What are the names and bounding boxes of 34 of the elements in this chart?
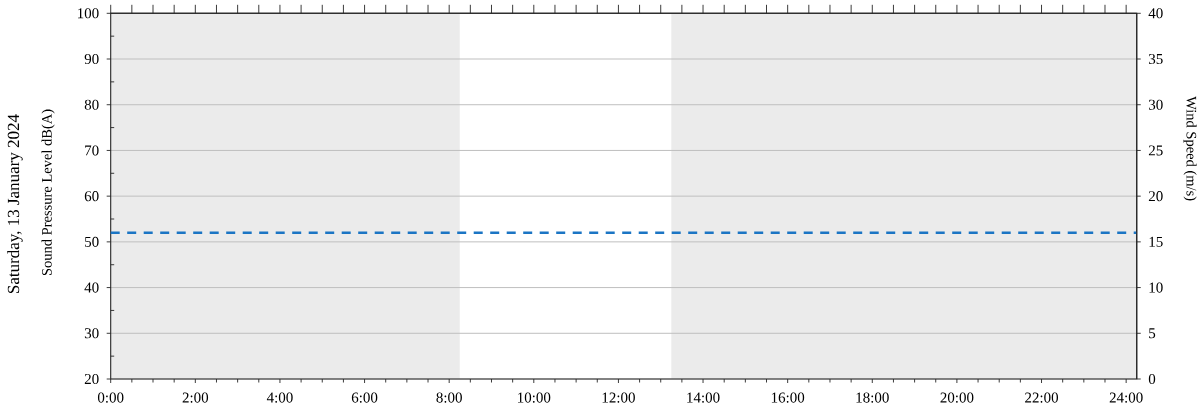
x-tick-label: 4:00 [266, 392, 293, 403]
y2-tick-label: 15 [1149, 236, 1163, 247]
x-tick-label: 20:00 [940, 392, 974, 403]
text: Saturday, 13 January 2024 [7, 114, 23, 294]
y-tick-label: 90 [84, 53, 99, 65]
x-tick-label: 22:00 [1025, 392, 1059, 403]
y-tick-label: 100 [77, 8, 99, 19]
y2-axis-title: Wind Speed (m/s) [1183, 96, 1197, 201]
x-tick-label: 2:00 [182, 392, 209, 403]
y2-tick-label: 30 [1148, 99, 1163, 110]
y2-tick-label: 10 [1149, 282, 1163, 293]
x-tick-label: 16:00 [771, 392, 805, 403]
y-tick-label: 70 [85, 145, 99, 156]
x-tick-label: 14:00 [687, 392, 720, 403]
y-tick-label: 40 [84, 282, 99, 293]
y2-tick-label: 0 [1148, 373, 1156, 385]
y-tick-label: 30 [84, 328, 99, 339]
x-tick-label: 6:00 [351, 392, 378, 403]
y-tick-label: 80 [84, 99, 99, 110]
y-tick-label: 20 [84, 373, 99, 385]
y-tick-label: 60 [84, 191, 99, 202]
y2-tick-label: 20 [1148, 191, 1163, 202]
y2-tick-label: 40 [1148, 8, 1163, 19]
y-tick-label: 50 [85, 236, 99, 247]
y-axis-title: Sound Pressure Level dB(A) [41, 109, 55, 276]
x-tick-label: 0:00 [97, 392, 124, 403]
x-tick-label: 12:00 [602, 392, 635, 403]
y2-tick-label: 5 [1149, 328, 1156, 339]
x-tick-label: 10:00 [518, 392, 551, 403]
x-tick-label: 24:00 [1109, 392, 1143, 403]
x-tick-label: 8:00 [436, 392, 462, 403]
x-tick-label: 18:00 [856, 392, 889, 403]
y2-tick-label: 35 [1148, 53, 1163, 65]
y2-tick-label: 25 [1148, 145, 1163, 156]
